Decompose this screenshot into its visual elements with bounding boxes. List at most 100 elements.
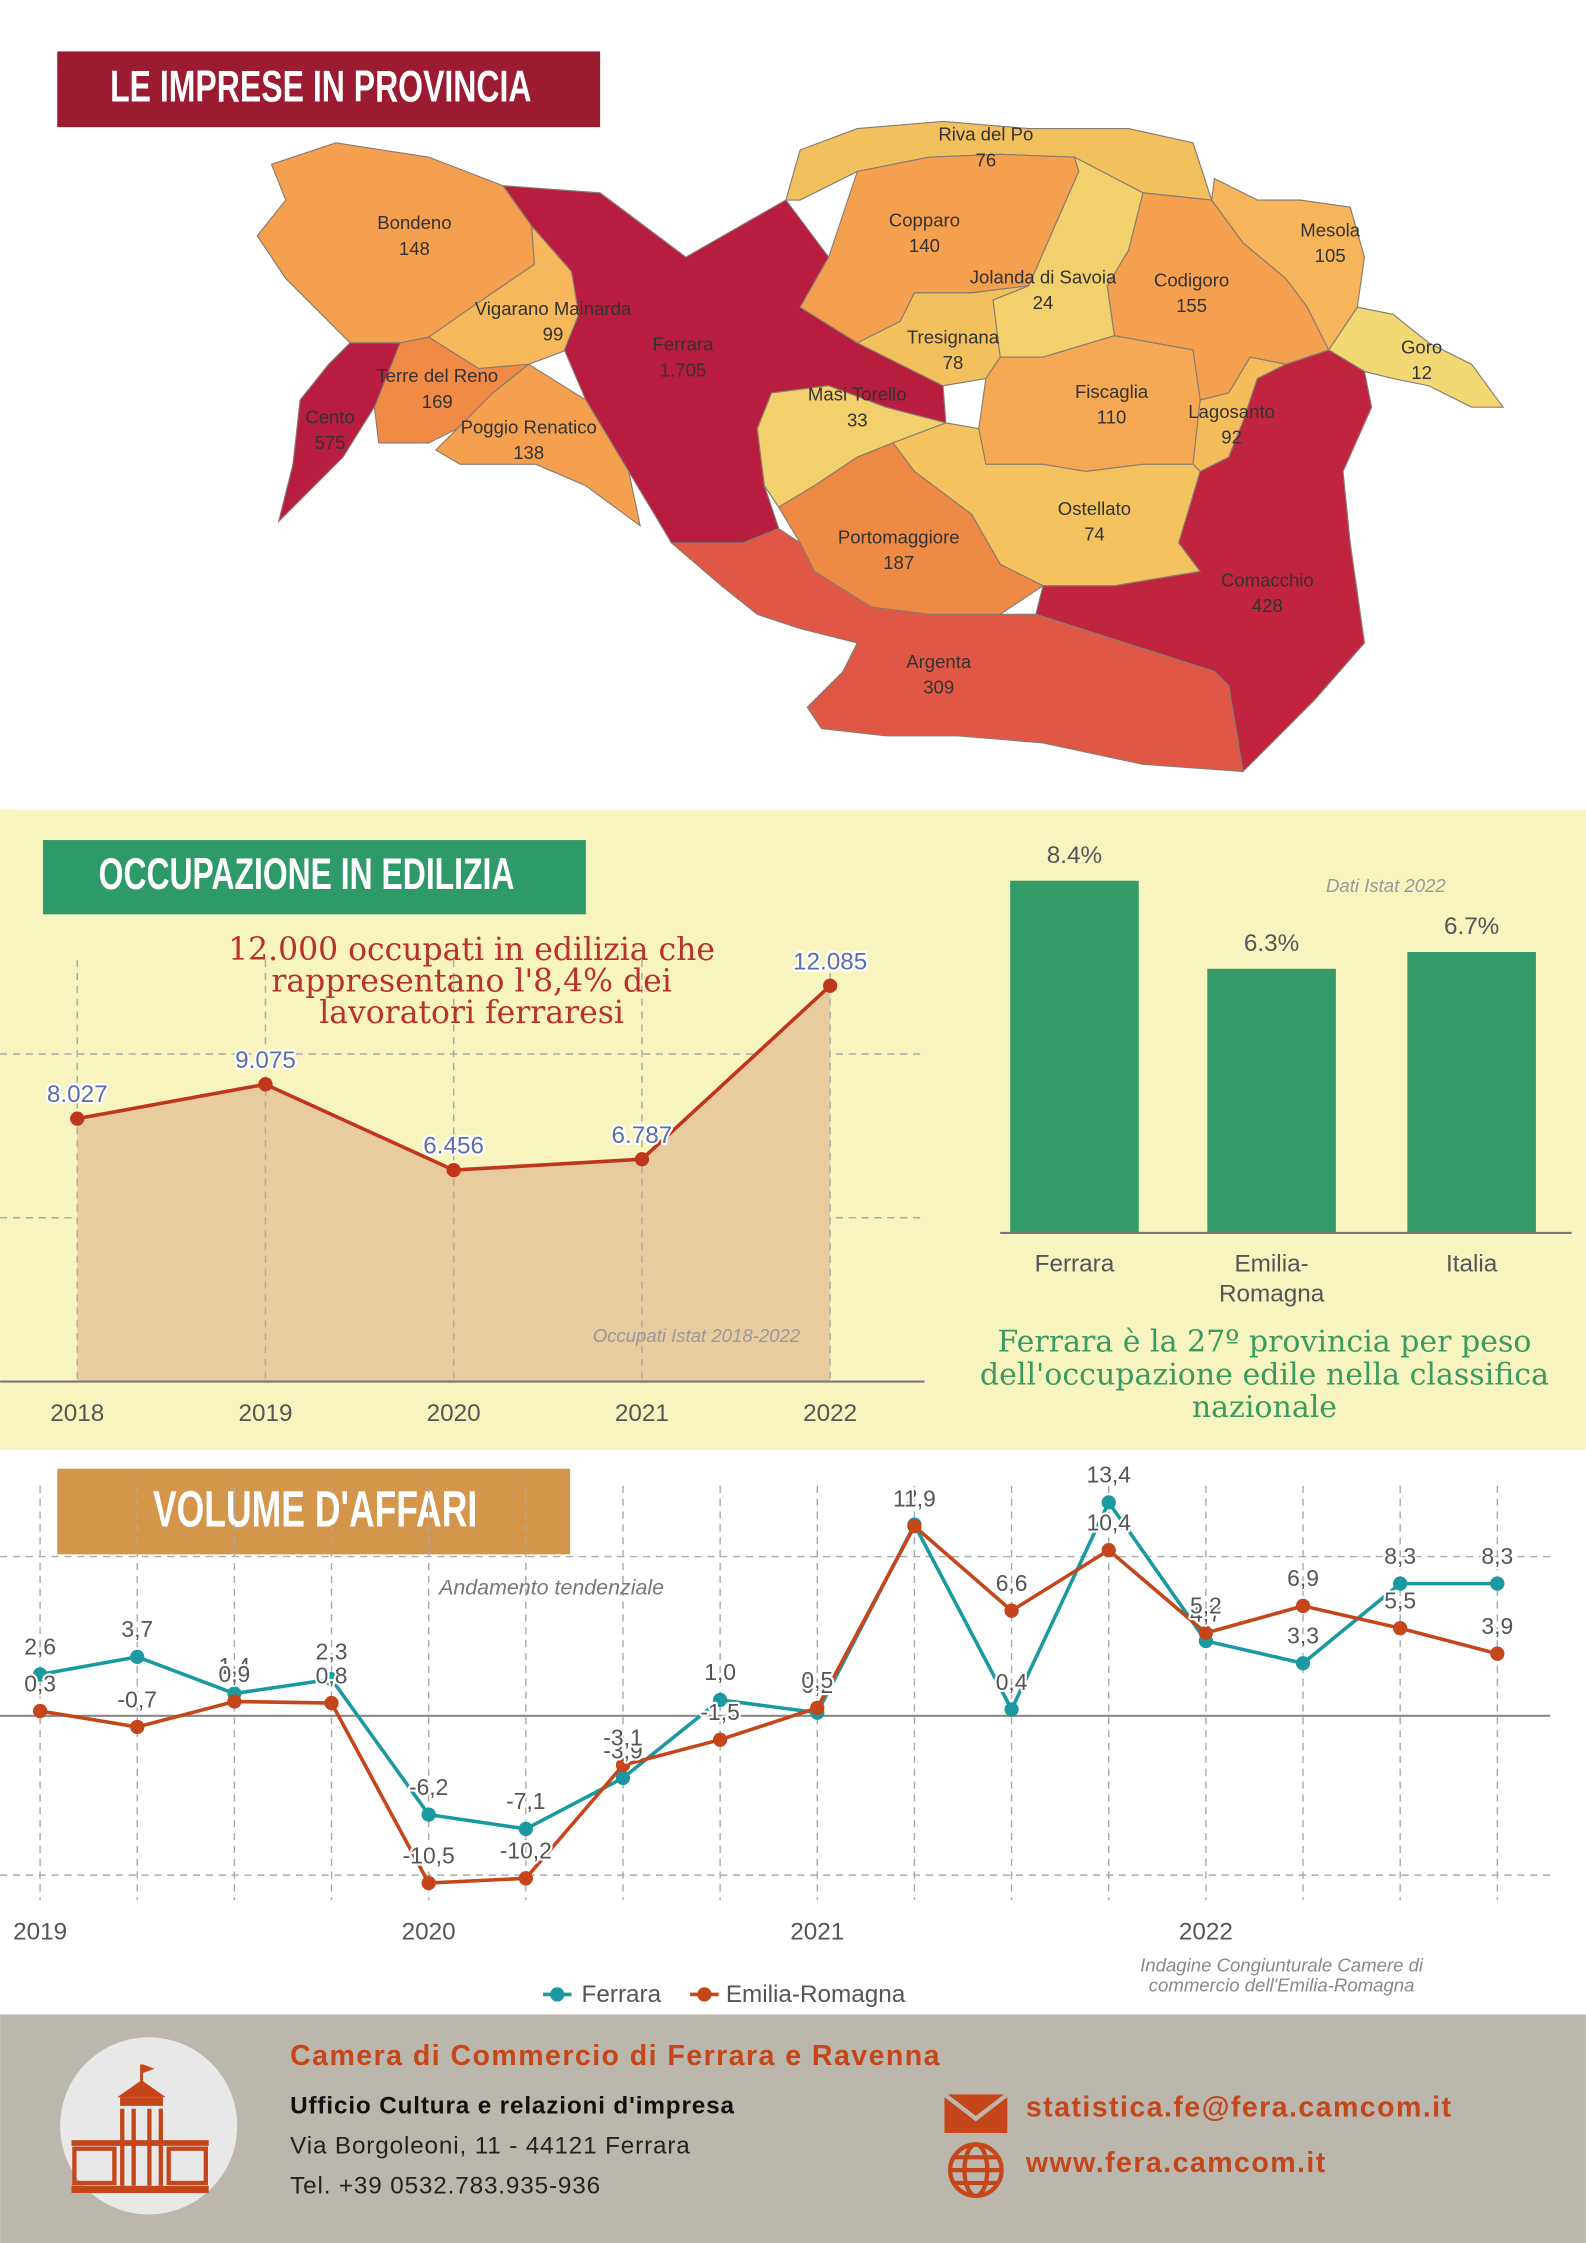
point xyxy=(421,1875,436,1891)
region-name: Mesola xyxy=(1300,219,1361,240)
title-banner xyxy=(42,840,586,915)
phone: Tel. +39 0532.783.935-936 xyxy=(290,2173,601,2200)
bar xyxy=(1010,880,1139,1233)
region-value: 24 xyxy=(1033,292,1054,313)
region-name: Terre del Reno xyxy=(376,365,498,386)
data-label: -3,1 xyxy=(603,1725,642,1751)
data-label: 3,3 xyxy=(1287,1623,1319,1649)
region-name: Ostellato xyxy=(1058,498,1131,519)
subtitle: Andamento tendenziale xyxy=(437,1575,664,1599)
data-label: 6.7% xyxy=(1444,913,1499,940)
point xyxy=(615,1770,631,1786)
point xyxy=(446,1162,461,1178)
map-title: LE IMPRESE IN PROVINCIA xyxy=(110,63,531,112)
annotation: Ferrara è la 27º provincia per peso dell… xyxy=(979,1325,1549,1425)
region-name: Portomaggiore xyxy=(838,527,960,548)
region-value: 99 xyxy=(543,324,564,345)
data-label: 5,2 xyxy=(1190,1592,1222,1618)
region-value: 138 xyxy=(513,442,544,463)
region-value: 92 xyxy=(1221,427,1242,448)
data-label: 3,7 xyxy=(121,1616,153,1642)
x-tick-label-box: Italia xyxy=(1445,1250,1498,1278)
point xyxy=(32,1703,48,1719)
data-label: 2,3 xyxy=(316,1639,348,1665)
x-tick-label: Ferrara xyxy=(1034,1250,1115,1278)
data-label: 0,9 xyxy=(219,1661,251,1687)
legend-label: Ferrara xyxy=(582,1981,662,2008)
point xyxy=(32,1667,48,1682)
region-name: Poggio Renatico xyxy=(461,417,597,438)
line xyxy=(39,1523,1498,1885)
title-banner xyxy=(57,51,601,128)
email-icon xyxy=(943,2092,1009,2133)
region-value: 575 xyxy=(315,432,346,453)
x-tick-label: 2018 xyxy=(50,1400,104,1427)
point xyxy=(1004,1702,1019,1717)
data-label: 6.456 xyxy=(423,1133,484,1160)
region-value: 105 xyxy=(1315,245,1346,266)
data-label: 0,8 xyxy=(316,1662,348,1688)
point xyxy=(130,1649,145,1665)
map-region xyxy=(1211,177,1366,352)
point xyxy=(712,1692,728,1708)
region-value: 1.705 xyxy=(660,359,706,380)
region-value: 187 xyxy=(883,552,914,573)
data-label: 13,4 xyxy=(1087,1462,1132,1488)
data-label: 3,9 xyxy=(1481,1613,1513,1639)
annotation-box: 12.000 occupati in edilizia che rapprese… xyxy=(228,936,715,1030)
bar xyxy=(1207,968,1336,1233)
point xyxy=(227,1694,242,1709)
point xyxy=(1004,1603,1019,1618)
point xyxy=(1295,1598,1311,1614)
region-value: 169 xyxy=(422,391,453,412)
region-name: Codigoro xyxy=(1154,269,1229,290)
region-name: Tresignana xyxy=(907,326,1000,347)
region-name: Vigarano Mainarda xyxy=(475,298,632,319)
data-label: 4,7 xyxy=(1190,1600,1222,1626)
region-name: Bondeno xyxy=(377,212,451,233)
point xyxy=(70,1111,85,1126)
data-label: 12,0 xyxy=(892,1484,936,1510)
point xyxy=(634,1152,650,1167)
source: Occupati Istat 2018-2022 xyxy=(593,1325,801,1346)
data-label: 6,9 xyxy=(1287,1565,1319,1591)
x-tick-label: Italia xyxy=(1445,1250,1498,1278)
x-tick-label: 2021 xyxy=(615,1400,669,1427)
point xyxy=(1295,1656,1311,1671)
address: Via Borgoleoni, 11 - 44121 Ferrara xyxy=(290,2133,691,2160)
point xyxy=(1490,1646,1505,1661)
data-label: 2,6 xyxy=(24,1634,56,1660)
data-label: 1,4 xyxy=(219,1653,251,1679)
data-label: 8.027 xyxy=(47,1081,108,1108)
region-name: Lagosanto xyxy=(1188,401,1275,422)
x-tick-label: 2022 xyxy=(803,1400,857,1427)
data-label: 8,3 xyxy=(1481,1543,1513,1569)
legend-marker xyxy=(697,1987,712,2002)
x-tick-label: 2020 xyxy=(427,1400,481,1427)
region-name: Ferrara xyxy=(653,334,715,355)
data-label: 5,5 xyxy=(1384,1588,1416,1614)
point xyxy=(1198,1625,1214,1641)
region-value: 78 xyxy=(943,352,964,373)
point xyxy=(1490,1576,1505,1591)
data-label: 0,5 xyxy=(801,1667,833,1693)
region-value: 110 xyxy=(1097,407,1127,428)
x-tick-label: Emilia-Romagna xyxy=(1218,1250,1325,1308)
note: Dati Istat 2022 xyxy=(1326,875,1446,896)
map-region xyxy=(1035,349,1373,773)
region-name: Comacchio xyxy=(1221,569,1314,590)
map-region xyxy=(434,363,642,528)
point xyxy=(907,1519,922,1534)
region-name: Cento xyxy=(305,407,355,428)
x-tick-label: 2019 xyxy=(238,1400,292,1427)
x-tick-label-box: Ferrara xyxy=(1034,1250,1115,1278)
data-label: -10,5 xyxy=(403,1842,455,1868)
source: Indagine Congiunturale Camere di commerc… xyxy=(1140,1955,1424,1996)
data-label: -3,9 xyxy=(603,1737,642,1763)
point xyxy=(1393,1576,1408,1591)
point xyxy=(1101,1543,1116,1558)
data-label: -1,5 xyxy=(700,1699,739,1725)
point xyxy=(258,1077,273,1092)
region-value: 155 xyxy=(1176,295,1207,316)
